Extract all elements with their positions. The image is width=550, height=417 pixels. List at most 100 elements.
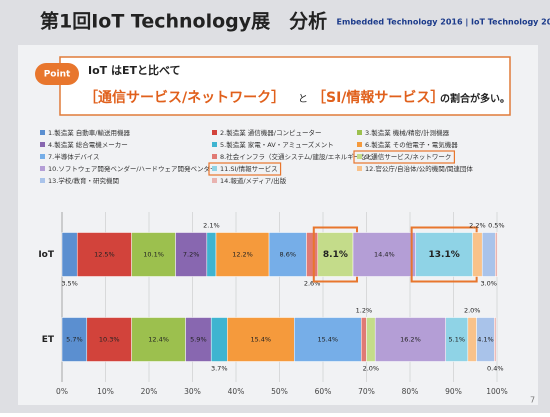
legend-highlight <box>208 162 282 176</box>
point-text: の割合が多い。 <box>440 92 510 105</box>
bar-segment <box>86 317 132 362</box>
legend-swatch <box>40 142 45 147</box>
legend-label: 1.製造業 自動車/輸送用機器 <box>48 128 130 137</box>
legend-label: 10.ソフトウェア開発ベンダー/ハードウェア開発ベンダー <box>48 164 217 173</box>
legend-label: 14.報道/メディア/出版 <box>220 176 287 185</box>
legend-swatch <box>212 178 217 183</box>
data-label: 15.4% <box>317 336 338 344</box>
legend-swatch <box>357 166 362 171</box>
page-number: 7 <box>530 396 535 405</box>
x-tick-label: 60% <box>315 387 332 396</box>
x-tick-label: 0% <box>56 387 68 396</box>
data-label: 2.0% <box>363 365 380 373</box>
data-label: 5.9% <box>190 336 207 344</box>
point-item: ［通信サービス/ネットワーク］ <box>84 89 285 106</box>
data-label: 8.1% <box>323 250 348 260</box>
legend-swatch <box>357 142 362 147</box>
legend-label: 12.官公庁/自治体/公的機関/関連団体 <box>365 164 473 173</box>
x-tick-label: 50% <box>271 387 288 396</box>
legend-label: 4.製造業 総合電機メーカー <box>48 140 128 149</box>
legend-label: 6.製造業 その他電子・電気機器 <box>365 140 458 149</box>
bar-segment <box>472 232 483 277</box>
bar-segment <box>481 232 496 277</box>
bar-segment <box>317 232 354 277</box>
legend-highlight <box>353 150 456 164</box>
bar-segment <box>206 232 217 277</box>
y-tick-label: IoT <box>38 250 55 260</box>
legend-label: 7.半導体デバイス <box>48 152 100 161</box>
data-label: 15.4% <box>250 336 271 344</box>
data-label: 12.2% <box>232 251 253 259</box>
legend-swatch <box>40 178 45 183</box>
data-label: 0.5% <box>488 222 505 230</box>
legend-swatch <box>212 130 217 135</box>
x-tick-label: 40% <box>228 387 245 396</box>
data-label: 3.7% <box>211 365 228 373</box>
data-label: 16.2% <box>400 336 421 344</box>
data-label: 2.1% <box>203 222 220 230</box>
point-badge <box>35 63 79 85</box>
bar-segment <box>61 317 88 362</box>
data-label: 2.6% <box>304 280 321 288</box>
legend-swatch <box>212 166 217 171</box>
data-label: 5.1% <box>449 336 466 344</box>
legend-label: 3.製造業 機械/精密/計測機器 <box>365 128 450 137</box>
data-label: 1.2% <box>356 307 373 315</box>
title: 第1回IoT Technology展 分析 <box>40 10 327 33</box>
point-text: と <box>298 93 308 105</box>
bar-segment <box>131 317 186 362</box>
data-label: 2.2% <box>469 222 486 230</box>
bar-segment <box>494 317 497 362</box>
x-tick-label: 80% <box>402 387 419 396</box>
bar-segment <box>352 232 416 277</box>
legend-label: 9.通信サービス/ネットワーク <box>365 152 451 161</box>
bar-segment <box>76 232 132 277</box>
bar-segment <box>366 317 376 362</box>
data-label: 12.5% <box>94 251 115 259</box>
data-label: 2.0% <box>464 307 481 315</box>
logo: Embedded Technology 2016 | IoT Technolog… <box>337 18 550 27</box>
y-tick-label: ET <box>42 335 55 345</box>
point-box <box>59 56 511 116</box>
legend-swatch <box>40 154 45 159</box>
bar-segment <box>131 232 176 277</box>
legend-swatch <box>357 154 362 159</box>
data-label: 5.7% <box>66 336 83 344</box>
x-tick-label: 10% <box>97 387 114 396</box>
bar-segment <box>467 317 477 362</box>
x-tick-label: 70% <box>358 387 375 396</box>
data-label: 14.4% <box>374 251 395 259</box>
point-lead: IoT はETと比べて <box>88 63 181 77</box>
bar-segment <box>306 232 319 277</box>
bar-segment <box>215 232 270 277</box>
point-badge-text: Point <box>44 70 71 80</box>
bar-segment <box>374 317 446 362</box>
data-label: 4.1% <box>477 336 494 344</box>
x-tick-label: 90% <box>445 387 462 396</box>
bar-segment <box>415 232 473 277</box>
bar-segment <box>361 317 367 362</box>
legend-swatch <box>212 154 217 159</box>
legend-swatch <box>212 142 217 147</box>
legend-swatch <box>40 130 45 135</box>
bar-segment <box>61 232 78 277</box>
data-label: 12.4% <box>148 336 169 344</box>
legend-label: 13.学校/教育・研究機関 <box>48 176 119 185</box>
bar-segment <box>227 317 295 362</box>
data-label: 0.4% <box>487 365 504 373</box>
legend-label: 8.社会インフラ（交通システム/建設/エネルギーなど） <box>220 152 380 161</box>
bar-segment <box>268 232 307 277</box>
data-label: 8.6% <box>280 251 297 259</box>
legend-label: 2.製造業 通信機器/コンピューター <box>220 128 321 137</box>
legend-swatch <box>40 166 45 171</box>
legend-label: 11.SI/情報サービス <box>220 164 278 173</box>
point-item: ［SI/情報サービス］ <box>312 89 444 106</box>
data-label: 3.5% <box>61 280 78 288</box>
bar-segment <box>294 317 362 362</box>
data-label: 10.1% <box>143 251 164 259</box>
x-tick-label: 20% <box>141 387 158 396</box>
legend-swatch <box>357 130 362 135</box>
bar-segment <box>185 317 212 362</box>
data-label: 10.3% <box>99 336 120 344</box>
